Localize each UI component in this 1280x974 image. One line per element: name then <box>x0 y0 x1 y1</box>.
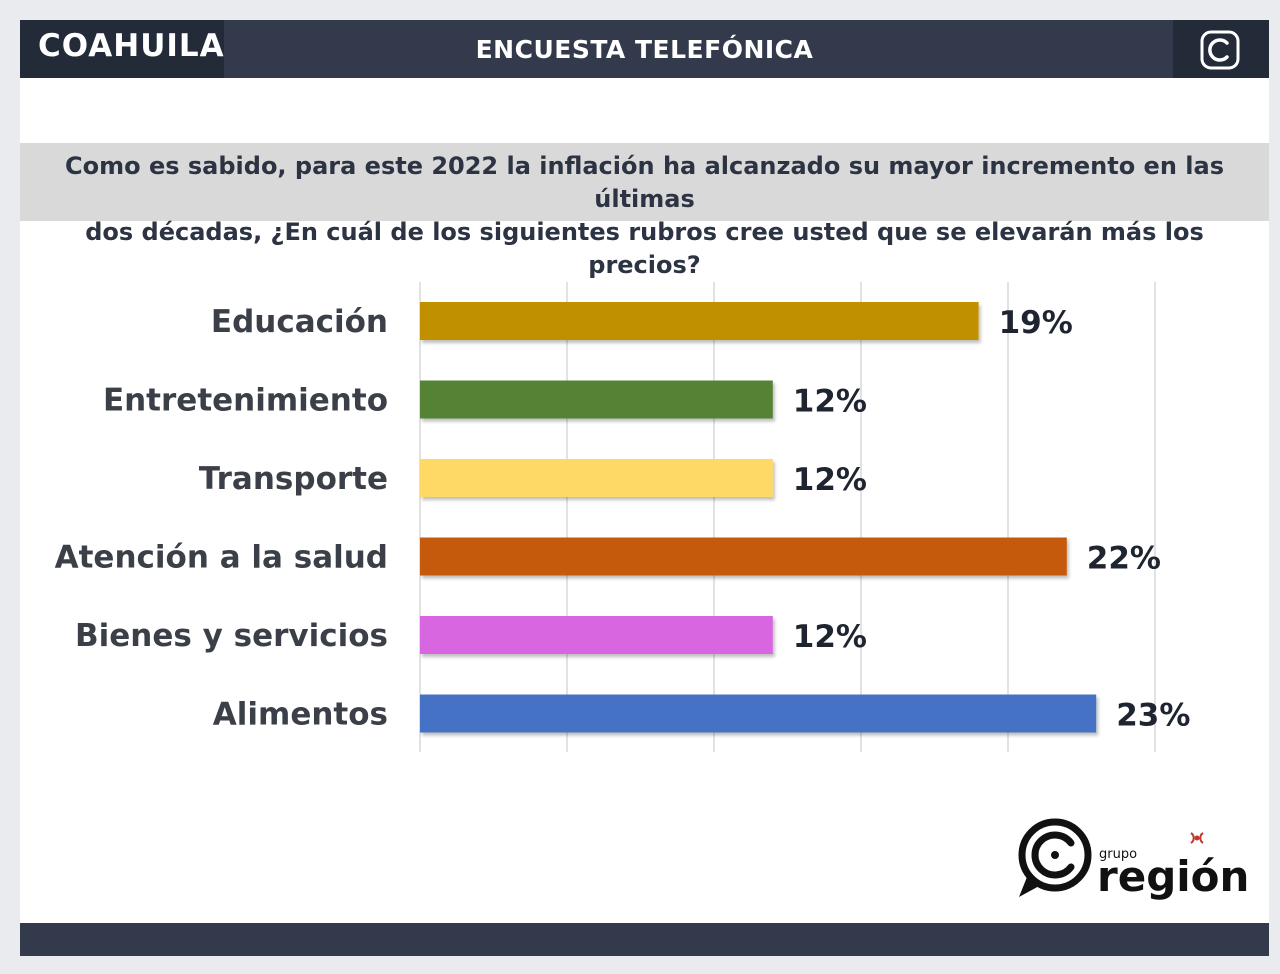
slide-card: COAHUILA ENCUESTA TELEFÓNICA Como es sab… <box>20 20 1269 956</box>
c-logo-icon <box>1173 20 1269 78</box>
category-label-3: Atención a la salud <box>55 540 388 576</box>
category-label-4: Bienes y servicios <box>75 618 388 654</box>
value-label-4: 12% <box>793 619 867 655</box>
region-name: COAHUILA <box>38 28 225 64</box>
bar-1 <box>420 380 773 419</box>
bar-3 <box>420 537 1067 576</box>
category-label-2: Transporte <box>199 461 388 497</box>
bar-5 <box>420 694 1097 733</box>
category-label-1: Entretenimiento <box>103 383 388 419</box>
brand-small-text: grupo <box>1099 847 1137 862</box>
bar-chart: Educación 19% Entretenimiento 12% Transporte… <box>55 282 1190 752</box>
footer-bar <box>20 923 1269 956</box>
region-tag: COAHUILA <box>20 20 224 78</box>
bar-4 <box>420 616 773 654</box>
value-label-5: 23% <box>1116 698 1190 734</box>
question-band: Como es sabido, para este 2022 la inflac… <box>20 143 1269 279</box>
brand-name-text: región <box>1097 852 1249 901</box>
question-line-1: Como es sabido, para este 2022 la inflac… <box>65 152 1224 213</box>
survey-title: ENCUESTA TELEFÓNICA <box>475 35 814 64</box>
bar-2 <box>420 459 773 497</box>
category-label-5: Alimentos <box>213 697 388 733</box>
value-label-0: 19% <box>999 305 1073 341</box>
value-label-1: 12% <box>793 384 867 420</box>
value-label-2: 12% <box>793 462 867 498</box>
question-line-2: dos décadas, ¿En cuál de los siguientes … <box>85 218 1204 279</box>
grupo-region-logo-icon: grupo región <box>1018 818 1249 901</box>
value-label-3: 22% <box>1087 541 1161 577</box>
header-bar: COAHUILA ENCUESTA TELEFÓNICA <box>20 20 1269 78</box>
category-label-0: Educación <box>211 304 388 340</box>
bar-0 <box>420 302 979 340</box>
question-text: Como es sabido, para este 2022 la inflac… <box>30 150 1259 282</box>
